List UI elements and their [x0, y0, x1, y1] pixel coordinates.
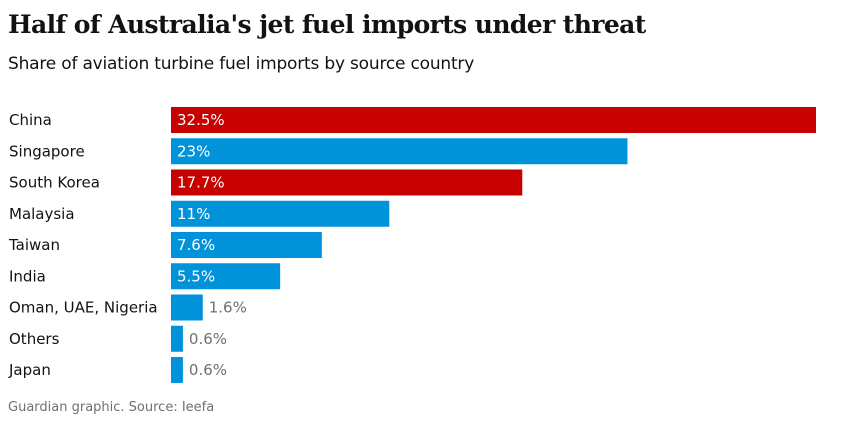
value-label: 23%: [177, 142, 210, 160]
bar: [171, 138, 628, 165]
chart-subtitle: Share of aviation turbine fuel imports b…: [8, 54, 475, 74]
bar: [171, 232, 322, 258]
category-label: Singapore: [9, 142, 85, 160]
bar: [171, 169, 523, 196]
value-label: 17.7%: [177, 174, 225, 192]
bar: [171, 107, 816, 133]
value-label: 32.5%: [177, 111, 225, 129]
category-label: Others: [9, 330, 60, 348]
source-note: Guardian graphic. Source: Ieefa: [8, 400, 215, 415]
value-label: 1.6%: [209, 299, 247, 317]
bar: [171, 200, 390, 227]
bars-group: China 32.5% Singapore 23% South Korea 17.7% Ma…: [8, 107, 816, 383]
value-label: 0.6%: [189, 330, 227, 348]
value-label: 7.6%: [177, 236, 215, 254]
value-label: 5.5%: [177, 267, 215, 285]
category-label: South Korea: [9, 174, 100, 192]
category-label: Oman, UAE, Nigeria: [9, 299, 158, 317]
category-label: Taiwan: [8, 236, 60, 254]
category-label: China: [9, 111, 52, 129]
bar: [171, 357, 183, 383]
category-label: Malaysia: [9, 205, 75, 223]
chart-title: Half of Australia's jet fuel imports und…: [8, 10, 646, 39]
bar: [171, 325, 183, 352]
value-label: 11%: [177, 205, 210, 223]
category-label: India: [9, 267, 46, 285]
category-label: Japan: [8, 361, 51, 379]
value-label: 0.6%: [189, 361, 227, 379]
bar: [171, 263, 281, 290]
bar: [171, 294, 203, 321]
